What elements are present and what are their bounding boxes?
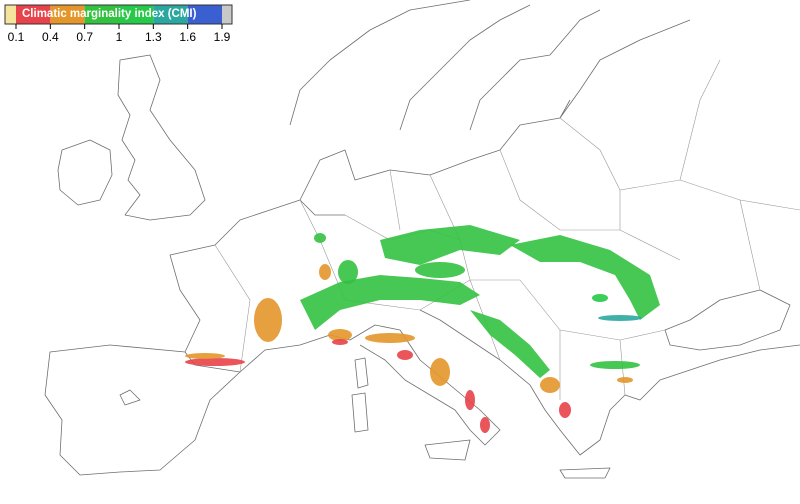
tick-label: 1.6 <box>179 30 196 44</box>
tick-label: 1 <box>116 30 123 44</box>
range-patch <box>397 350 413 360</box>
color-bar <box>4 4 233 29</box>
range-patch <box>254 298 282 342</box>
range-patch <box>338 260 358 284</box>
species-range <box>185 225 660 433</box>
range-patch <box>480 417 490 433</box>
color-swatch <box>153 5 188 24</box>
range-patch <box>598 315 642 321</box>
range-patch <box>590 361 640 369</box>
range-patch <box>592 294 608 302</box>
range-patch <box>319 264 331 280</box>
range-patch <box>332 339 348 345</box>
range-patch <box>470 310 550 378</box>
range-patch <box>185 353 225 359</box>
tick-label: 0.7 <box>76 30 93 44</box>
range-patch <box>559 402 571 418</box>
range-patch <box>185 358 245 366</box>
tick-label: 1.9 <box>214 30 231 44</box>
range-patch <box>510 235 660 320</box>
tick-label: 0.1 <box>8 30 25 44</box>
color-swatch <box>50 5 85 24</box>
range-patch <box>314 233 326 243</box>
range-patch <box>300 275 480 330</box>
range-patch <box>540 377 560 393</box>
color-swatch <box>5 5 16 24</box>
tick-label: 1.3 <box>145 30 162 44</box>
tick-label: 0.4 <box>42 30 59 44</box>
legend-title: Climatic marginality index (CMI) <box>22 8 197 20</box>
range-patch <box>365 333 415 343</box>
color-swatch <box>84 5 119 24</box>
color-swatch <box>119 5 154 24</box>
range-patch <box>380 225 520 265</box>
color-swatch <box>16 5 51 24</box>
range-patch <box>415 262 465 278</box>
range-patch <box>465 390 475 410</box>
legend: Climatic marginality index (CMI) 0.1 0.4 0… <box>4 4 233 44</box>
range-patch <box>617 377 633 383</box>
basemap <box>44 0 800 479</box>
range-patch <box>328 329 352 341</box>
color-swatch <box>222 5 232 24</box>
color-swatch <box>187 5 222 24</box>
range-patch <box>430 358 450 386</box>
